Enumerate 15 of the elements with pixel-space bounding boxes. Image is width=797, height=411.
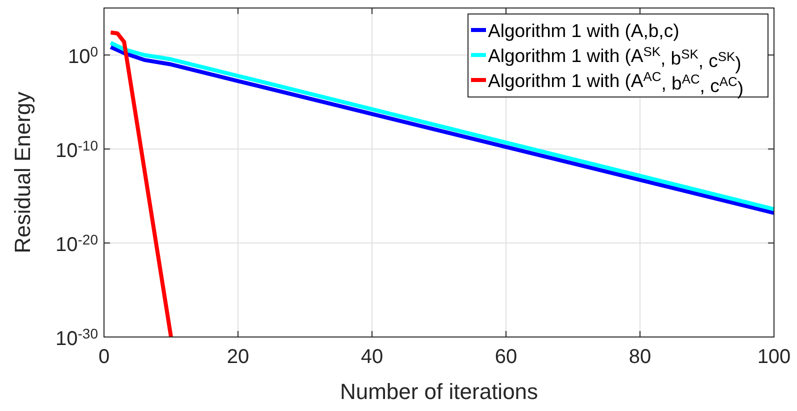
x-tick-label: 40 (360, 346, 384, 368)
y-axis-title: Residual Energy (10, 92, 35, 254)
y-tick-label: 10$^{-20}$ (56, 232, 98, 256)
line-series (108, 30, 173, 337)
x-tick-label: 0 (98, 346, 110, 368)
y-tick-label: 10$^{-10}$ (56, 138, 98, 162)
x-axis-title: Number of iterations (340, 379, 538, 404)
legend-label: Algorithm 1 with (A,b,c) (488, 20, 680, 41)
y-tick-label: 10$^{0}$ (68, 44, 98, 68)
legend-label: Algorithm 1 with (A$^{SK}$, b$^{SK}$, c$^{SK}$) (488, 44, 742, 74)
x-tick-label: 60 (494, 346, 518, 368)
x-tick-label: 80 (628, 346, 652, 368)
x-tick-label: 100 (757, 346, 791, 368)
y-tick-label: 10$^{-30}$ (56, 326, 98, 350)
x-tick-label: 20 (226, 346, 250, 368)
